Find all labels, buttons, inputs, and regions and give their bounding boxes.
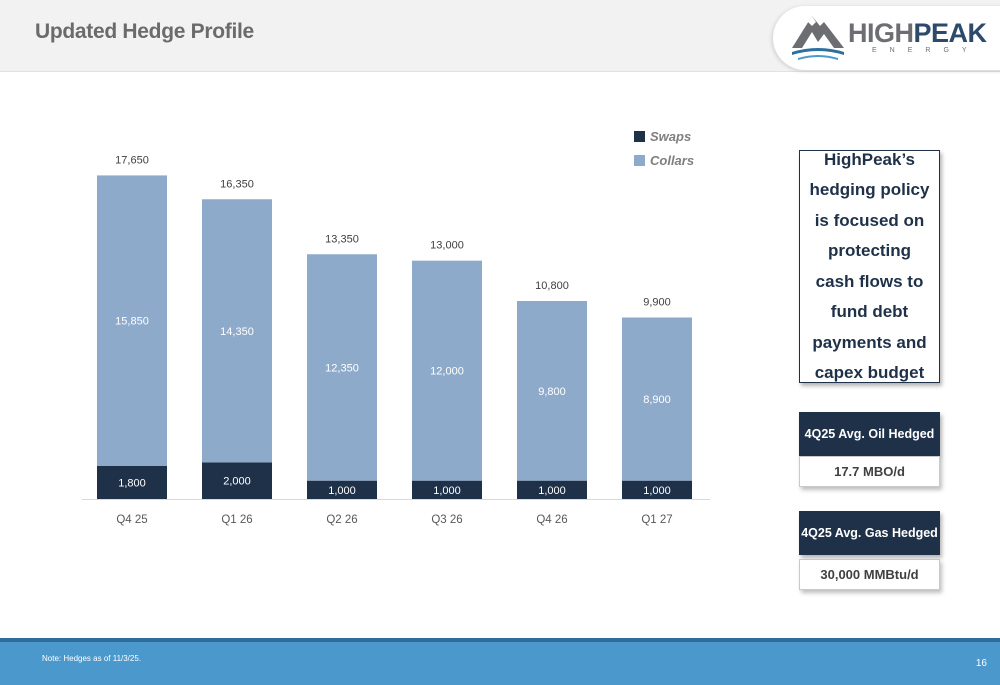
- logo-badge: [773, 6, 1000, 70]
- bar-swaps: [202, 462, 272, 499]
- bar-collars: [622, 317, 692, 481]
- data-label-collars: 9,800: [538, 386, 566, 398]
- data-label-swaps: 1,800: [118, 478, 146, 490]
- data-label-collars: 12,000: [430, 366, 464, 378]
- bar-swaps: [412, 480, 482, 499]
- legend-item-collars: Collars: [634, 148, 694, 172]
- data-label-collars: 8,900: [643, 394, 671, 406]
- bar-swaps: [307, 480, 377, 499]
- legend-label-swaps: Swaps: [650, 128, 692, 144]
- data-label-swaps: 1,000: [433, 485, 461, 497]
- data-label-swaps: 2,000: [223, 476, 251, 488]
- legend-item-swaps: Swaps: [634, 124, 694, 148]
- data-label-total: 10,800: [535, 280, 569, 292]
- page-title: Updated Hedge Profile: [35, 20, 254, 43]
- bar-collars: [517, 301, 587, 481]
- data-label-total: 13,350: [325, 233, 359, 245]
- x-tick-label: Q4 26: [536, 514, 567, 526]
- oil-hedged-title: 4Q25 Avg. Oil Hedged: [799, 412, 940, 456]
- gas-hedged-value: 30,000 MMBtu/d: [799, 559, 940, 590]
- data-label-collars: 12,350: [325, 362, 359, 374]
- data-label-total: 17,650: [115, 154, 149, 166]
- bar-collars: [307, 254, 377, 481]
- data-label-swaps: 1,000: [643, 485, 671, 497]
- gas-hedged-title: 4Q25 Avg. Gas Hedged: [799, 511, 940, 555]
- footer-note: Note: Hedges as of 11/3/25.: [42, 654, 142, 663]
- data-label-collars: 14,350: [220, 326, 254, 338]
- x-tick-label: Q1 27: [641, 514, 672, 526]
- x-tick-label: Q4 25: [116, 514, 147, 526]
- data-label-swaps: 1,000: [328, 485, 356, 497]
- policy-callout: HighPeak’s hedging policy is focused on …: [799, 150, 940, 383]
- x-tick-label: Q1 26: [221, 514, 252, 526]
- footer-bar: Note: Hedges as of 11/3/25. 16: [0, 638, 1000, 685]
- legend-label-collars: Collars: [650, 152, 695, 168]
- data-label-collars: 15,850: [115, 316, 149, 328]
- oil-hedged-value: 17.7 MBO/d: [799, 456, 940, 487]
- bar-swaps: [97, 466, 167, 499]
- data-label-total: 13,000: [430, 240, 464, 252]
- x-tick-label: Q3 26: [431, 514, 462, 526]
- legend-swatch-collars: [634, 154, 645, 166]
- data-label-total: 16,350: [220, 178, 254, 190]
- logo-subtitle: ENERGY: [872, 47, 980, 54]
- policy-text: HighPeak’s hedging policy is focused on …: [809, 149, 930, 383]
- bar-swaps: [517, 480, 587, 499]
- mountain-logo-icon: [792, 16, 844, 60]
- chart-legend: Swaps Collars: [634, 124, 694, 172]
- bar-collars: [202, 199, 272, 463]
- bar-collars: [97, 175, 167, 466]
- page-number: 16: [975, 658, 987, 669]
- bar-swaps: [622, 480, 692, 499]
- hedge-bar-chart: 1,800 15,850 17,650 Q4 25 2,000 14,350 16,350 Q…: [82, 154, 710, 526]
- logo-wordmark-high: HIGH: [848, 18, 914, 48]
- logo-wordmark: HIGHPEAK: [848, 18, 987, 49]
- data-label-total: 9,900: [643, 297, 671, 309]
- data-label-swaps: 1,000: [538, 485, 566, 497]
- legend-swatch-swaps: [634, 130, 645, 142]
- x-tick-label: Q2 26: [326, 514, 357, 526]
- bar-collars: [412, 260, 482, 481]
- logo-wordmark-peak: PEAK: [913, 18, 988, 48]
